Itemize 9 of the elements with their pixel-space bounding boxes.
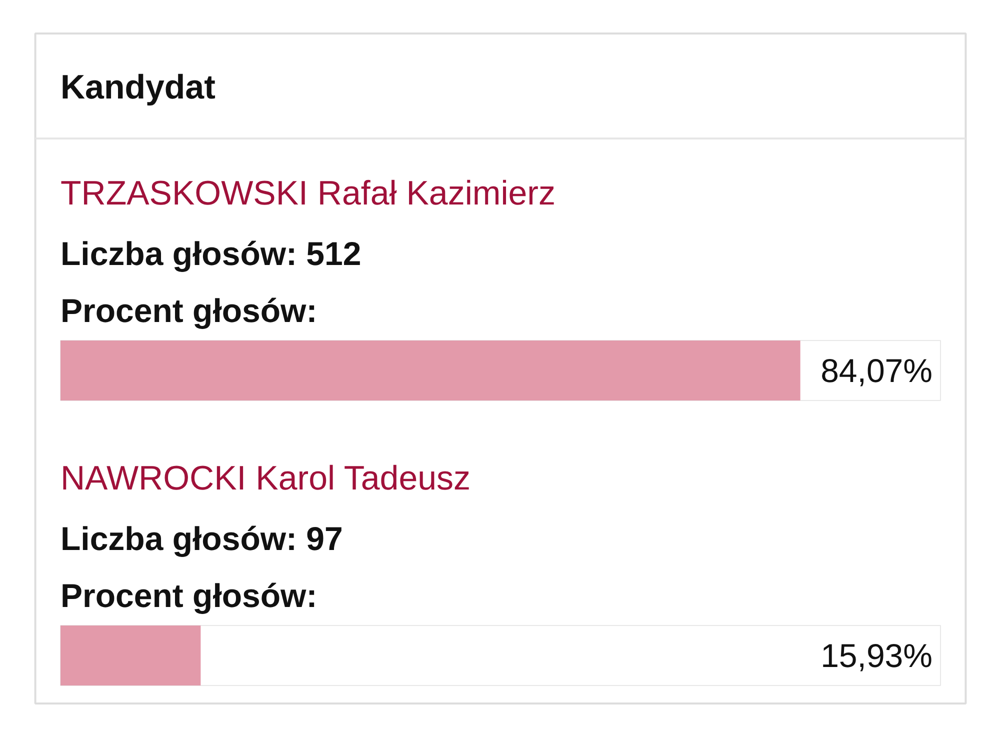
annotation: Procent głosów: [60, 292, 318, 329]
annotation: Liczba głosów: 97 [60, 520, 343, 557]
y-tick-label: NAWROCKI Karol Tadeusz [60, 460, 471, 498]
data-label: 84,07% [820, 352, 933, 389]
annotation: Liczba głosów: 512 [60, 235, 362, 272]
annotation: Procent głosów: [60, 577, 318, 614]
y-tick-label: TRZASKOWSKI Rafał Kazimierz [60, 174, 556, 212]
data-label: 15,93% [820, 637, 933, 674]
chart-title: Kandydat [60, 68, 216, 106]
